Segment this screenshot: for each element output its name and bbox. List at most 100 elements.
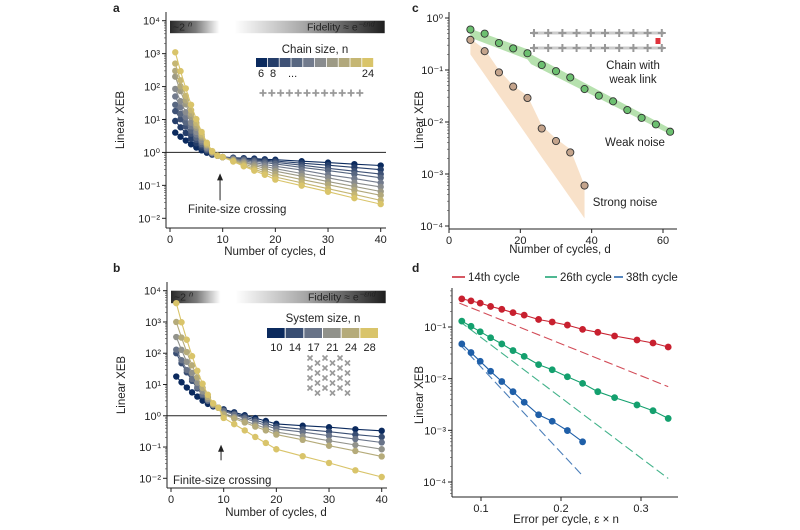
crossing-annotation: Finite-size crossing xyxy=(188,204,286,216)
qubit-cross-icon xyxy=(643,44,652,52)
data-point xyxy=(537,60,546,70)
data-point xyxy=(548,366,556,374)
data-point xyxy=(509,347,517,354)
system-size-colorbar: System size, n 10 14 17 21 24 28 xyxy=(267,313,378,354)
qubit-x-icon xyxy=(306,384,314,392)
colorbar-label: 28 xyxy=(364,342,376,354)
data-point xyxy=(188,352,196,360)
data-point xyxy=(199,380,206,387)
data-point xyxy=(172,107,179,115)
data-point xyxy=(480,47,489,56)
y-tick-label: 10⁻² xyxy=(424,374,446,386)
qubit-x-icon xyxy=(314,359,321,367)
colorbar-swatch xyxy=(303,58,315,67)
data-point xyxy=(172,101,179,108)
chain-inset-icon xyxy=(259,89,364,97)
data-point xyxy=(178,334,185,341)
qubit-cross-icon xyxy=(615,29,624,37)
qubit-x-icon xyxy=(314,389,321,397)
data-point xyxy=(193,115,200,123)
panel-c: 10⁰ 10⁻¹ 10⁻² 10⁻³ 10⁻⁴0 20 40 60 Number of cycl… xyxy=(414,12,677,256)
x-tick-label: 20 xyxy=(270,494,282,506)
data-point xyxy=(187,135,195,142)
data-point xyxy=(609,97,618,106)
data-point xyxy=(252,433,259,441)
header-right-text: Fidelity ≈ e xyxy=(308,292,359,304)
data-point xyxy=(194,367,201,374)
series-14th-cycle xyxy=(458,295,672,388)
strong-noise-label: Strong noise xyxy=(593,197,658,209)
data-point xyxy=(476,299,484,307)
x-tick-label: 20 xyxy=(269,234,281,246)
data-point xyxy=(378,446,385,453)
y-tick-label: 10² xyxy=(144,82,160,94)
data-point xyxy=(240,163,247,170)
y-tick-label: 10⁻¹ xyxy=(421,65,443,77)
data-point xyxy=(208,147,216,155)
colorbar-swatch xyxy=(341,328,360,338)
data-point xyxy=(351,170,358,178)
colorbar-swatch xyxy=(267,328,285,338)
data-point xyxy=(199,397,206,404)
colorbar-label: 10 xyxy=(270,342,282,354)
header-right-text: Fidelity ≈ e xyxy=(307,22,358,34)
data-point xyxy=(494,68,503,77)
data-point xyxy=(594,328,602,336)
data-point xyxy=(198,128,205,136)
data-point xyxy=(509,388,517,396)
x-tick-label: 0 xyxy=(167,234,173,246)
data-point xyxy=(273,431,280,438)
panel-d: 10⁻¹ 10⁻² 10⁻³ 10⁻⁴ 0.1 0.2 0.3 Error per cycle… xyxy=(414,272,678,526)
data-point xyxy=(178,379,185,386)
data-point xyxy=(520,352,528,360)
colorbar-swatch xyxy=(256,58,267,67)
colorbar-label: 21 xyxy=(326,342,338,354)
data-point xyxy=(209,400,217,407)
data-point xyxy=(177,110,184,118)
y-tick-label: 10³ xyxy=(144,49,160,61)
data-point xyxy=(172,93,179,100)
inset-label-line2: weak link xyxy=(608,74,657,86)
data-point xyxy=(172,117,179,125)
data-point xyxy=(177,67,184,75)
qubit-cross-icon xyxy=(294,89,302,97)
panel-label-b: b xyxy=(113,261,120,275)
model-dashed-line xyxy=(459,302,669,388)
data-point xyxy=(231,415,238,422)
data-point xyxy=(173,318,180,326)
data-point xyxy=(564,427,571,434)
data-point xyxy=(273,446,280,453)
data-point xyxy=(178,346,185,354)
y-tick-label: 10⁰ xyxy=(143,147,160,159)
y-axis-label: Linear XEB xyxy=(414,366,426,425)
data-point xyxy=(178,356,185,364)
data-point xyxy=(351,194,358,202)
colorbar-swatch xyxy=(323,328,341,338)
data-point xyxy=(594,91,603,100)
data-point xyxy=(637,113,646,122)
data-point xyxy=(262,427,270,434)
qubit-cross-icon xyxy=(312,89,320,97)
data-point xyxy=(325,437,333,444)
data-point xyxy=(299,452,306,460)
qubit-cross-icon xyxy=(643,29,652,37)
panel-b: 10⁴ 10³ 10² 10¹ 10⁰ 10⁻¹ 10⁻² 0 10 20 30 40 Number o… xyxy=(116,282,388,519)
data-point xyxy=(487,334,494,342)
legend-item: 14th cycle xyxy=(452,272,520,284)
data-point xyxy=(352,467,359,474)
data-point xyxy=(214,152,221,159)
x-tick-label: 10 xyxy=(218,494,230,506)
qubit-x-icon xyxy=(336,364,344,372)
y-tick-label: 10¹ xyxy=(144,115,160,127)
data-point xyxy=(188,362,196,369)
header-right-exponent: −εnd xyxy=(360,290,377,299)
data-point xyxy=(299,436,306,444)
y-tick-label: 10³ xyxy=(145,317,161,329)
data-point xyxy=(187,101,195,108)
data-point xyxy=(177,77,184,84)
data-point xyxy=(458,317,466,325)
qubit-cross-icon xyxy=(277,89,285,97)
data-point xyxy=(548,318,556,326)
legend-label: 38th cycle xyxy=(626,272,678,284)
